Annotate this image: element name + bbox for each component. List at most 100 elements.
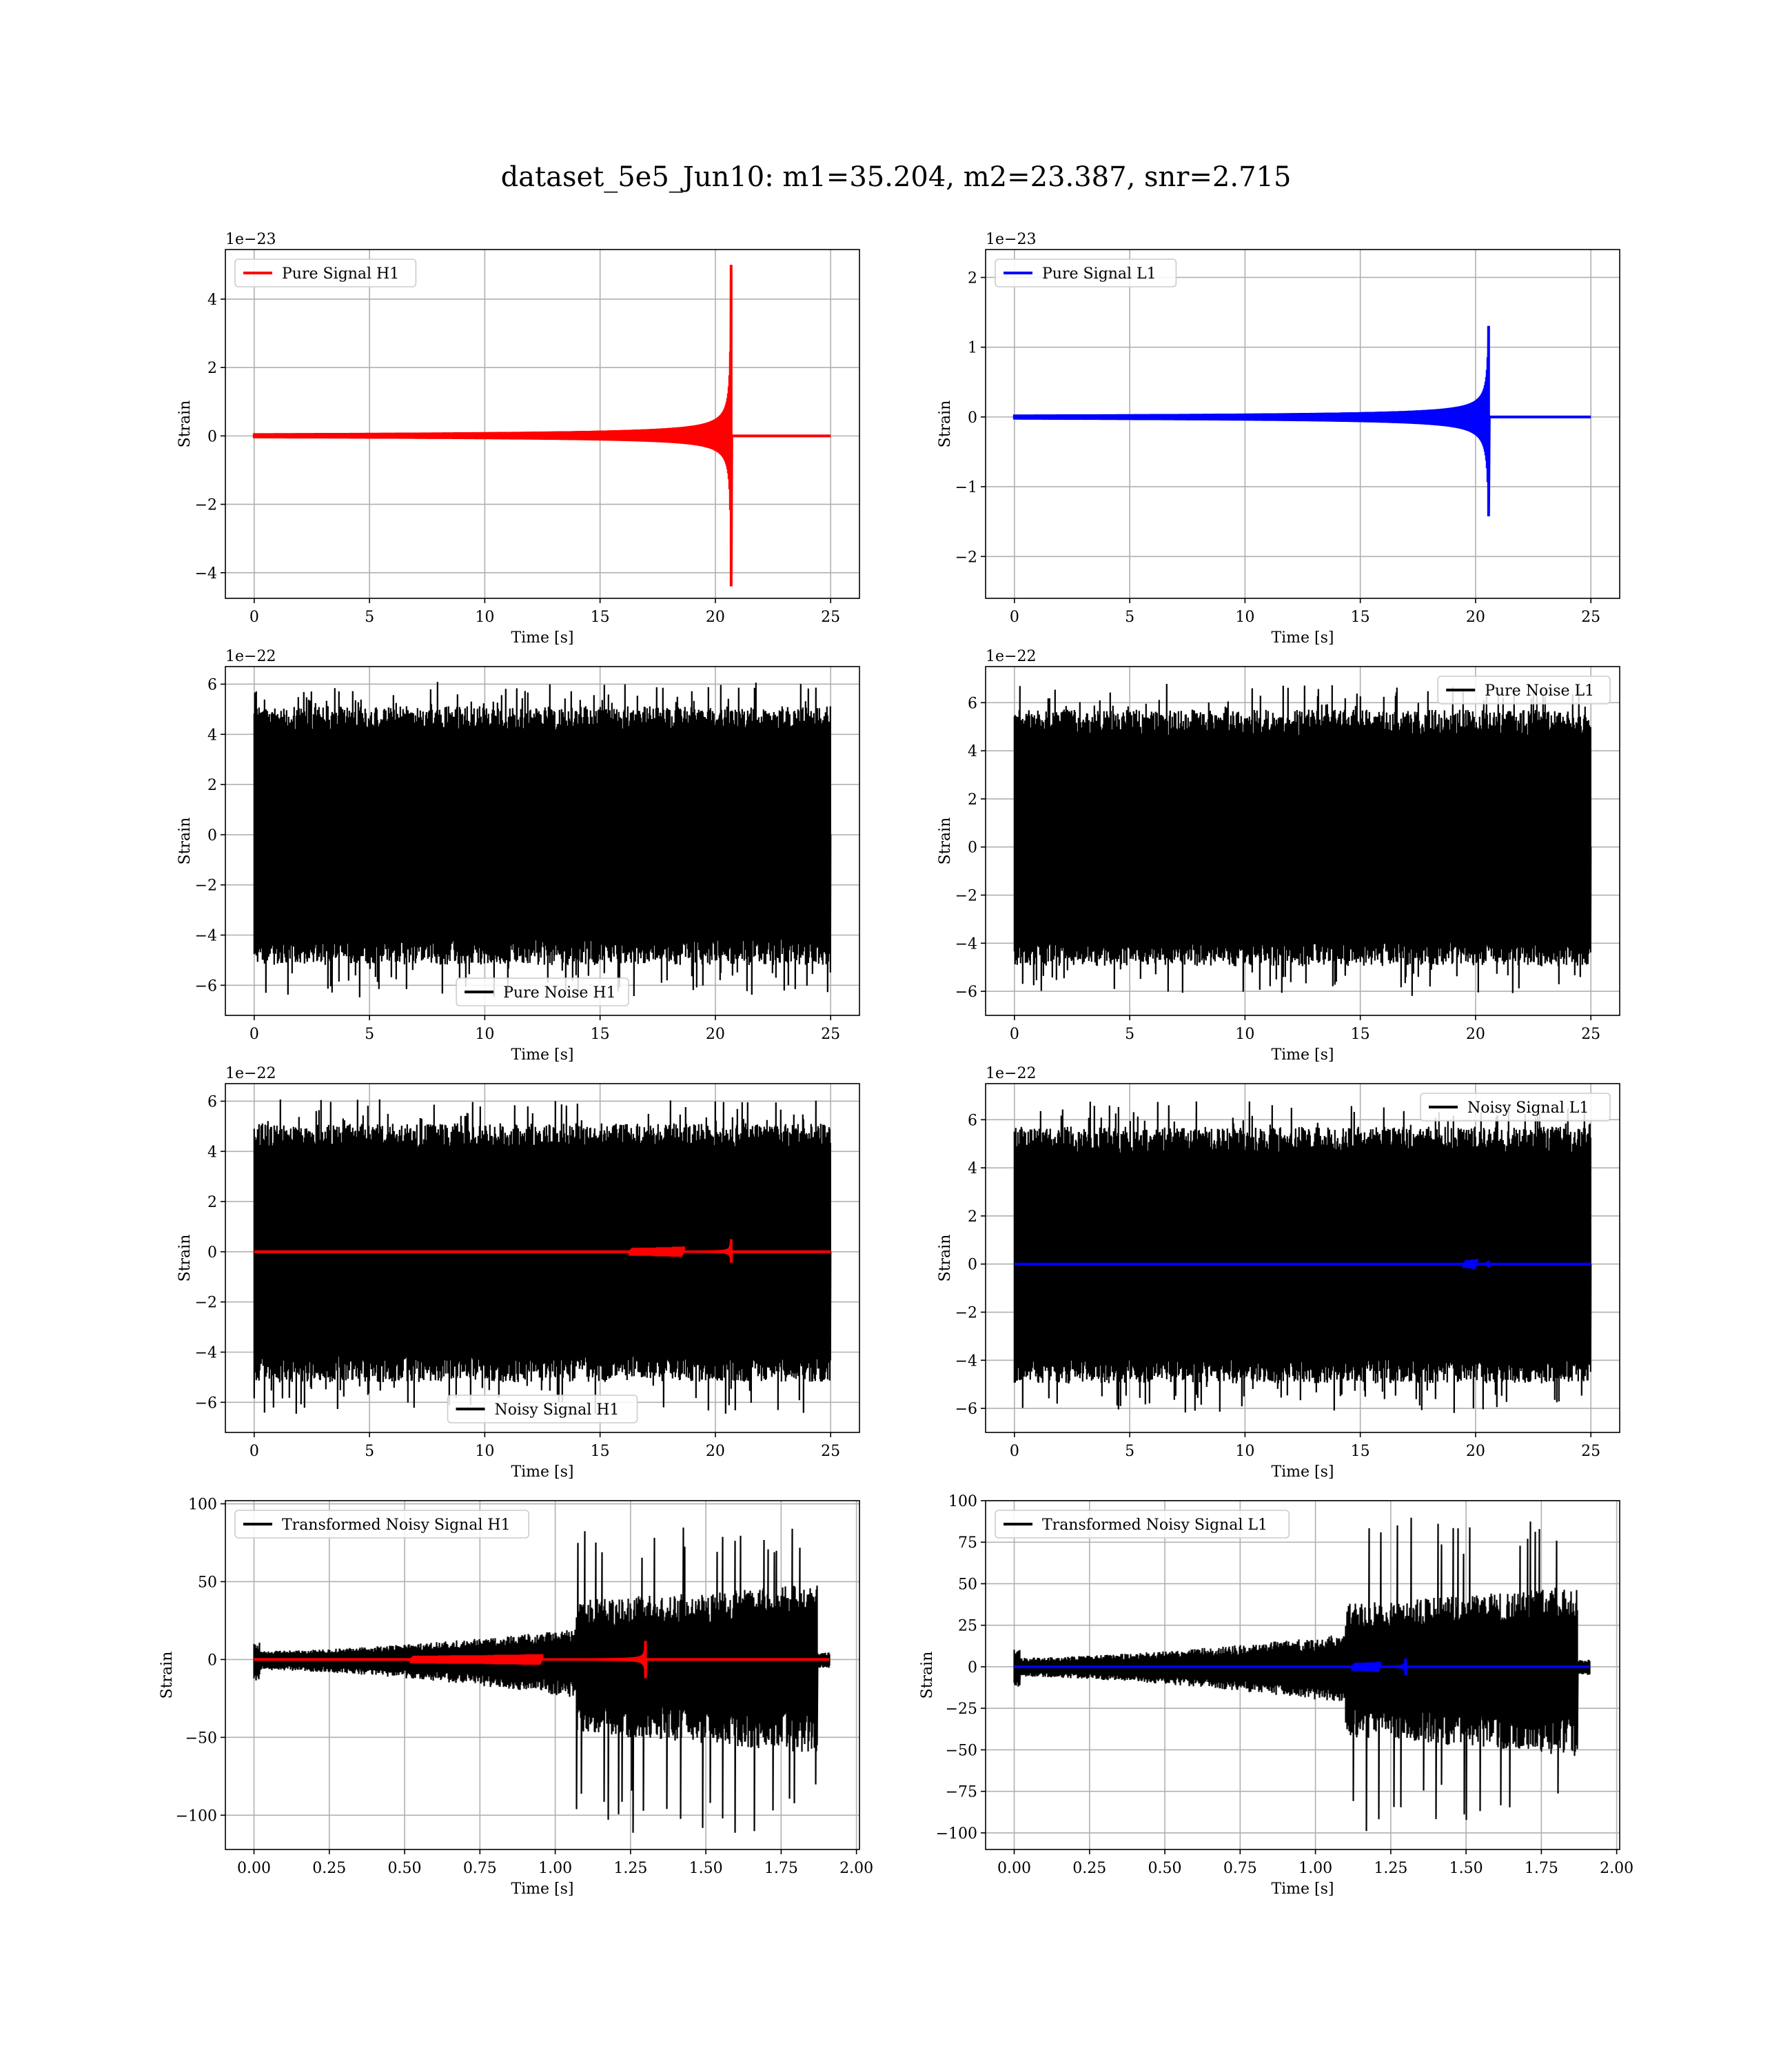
y-tick-label: −100 xyxy=(176,1807,217,1825)
x-tick-label: 25 xyxy=(821,1026,840,1043)
x-axis-label: Time [s] xyxy=(1271,1881,1334,1898)
legend-label: Pure Noise H1 xyxy=(503,984,616,1002)
x-tick-label: 20 xyxy=(1466,1026,1485,1043)
x-tick-label: 25 xyxy=(1581,1026,1600,1043)
y-tick-label: 25 xyxy=(958,1618,977,1635)
x-tick-label: 1.75 xyxy=(1525,1860,1558,1877)
x-tick-label: 1.25 xyxy=(613,1860,647,1877)
y-tick-label: 100 xyxy=(188,1497,217,1514)
y-tick-label: −4 xyxy=(955,1352,977,1370)
offset-text: 1e−22 xyxy=(986,648,1036,665)
x-tick-label: 20 xyxy=(706,609,725,626)
x-axis-label: Time [s] xyxy=(1271,1463,1334,1481)
y-axis-label: Strain xyxy=(176,818,194,865)
legend-label: Noisy Signal L1 xyxy=(1467,1099,1589,1117)
x-tick-label: 1.00 xyxy=(1299,1860,1332,1877)
offset-text: 1e−22 xyxy=(225,1065,276,1082)
legend-label: Transformed Noisy Signal H1 xyxy=(282,1517,511,1534)
offset-text: 1e−23 xyxy=(225,231,276,248)
legend: Pure Signal L1 xyxy=(995,258,1177,287)
series-line-pure-signal-l1 xyxy=(1012,325,1591,517)
y-tick-label: 1 xyxy=(968,340,977,357)
x-tick-label: 0.00 xyxy=(997,1860,1031,1877)
y-tick-label: −50 xyxy=(946,1742,977,1759)
y-tick-label: −6 xyxy=(195,977,217,995)
legend-box xyxy=(1420,1093,1611,1122)
series-line-pure-signal-h1 xyxy=(252,265,831,587)
y-tick-label: −6 xyxy=(955,984,977,1001)
y-axis-label: Strain xyxy=(937,818,954,865)
x-tick-label: 15 xyxy=(1351,1026,1370,1043)
x-tick-label: 20 xyxy=(706,1026,725,1043)
y-axis-label: Strain xyxy=(176,401,194,448)
x-tick-label: 10 xyxy=(475,1443,494,1460)
y-tick-label: 0 xyxy=(207,827,217,844)
y-tick-label: 6 xyxy=(207,1093,217,1111)
x-tick-label: 15 xyxy=(591,1026,610,1043)
x-tick-label: 10 xyxy=(1235,609,1254,626)
legend-label: Pure Signal H1 xyxy=(282,265,399,283)
legend-box xyxy=(995,258,1177,287)
y-tick-label: 4 xyxy=(207,1144,217,1161)
figure-title: dataset_5e5_Jun10: m1=35.204, m2=23.387,… xyxy=(501,161,1292,193)
x-tick-label: 20 xyxy=(706,1443,725,1460)
y-tick-label: −2 xyxy=(195,878,217,895)
y-tick-label: 50 xyxy=(198,1574,217,1591)
y-axis-label: Strain xyxy=(919,1652,936,1699)
legend-label: Transformed Noisy Signal L1 xyxy=(1042,1517,1267,1534)
y-tick-label: −2 xyxy=(195,497,217,514)
series-line-transformed-noisy-signal-l1 xyxy=(1013,1517,1591,1832)
legend: Noisy Signal H1 xyxy=(447,1395,638,1423)
x-tick-label: 5 xyxy=(365,1443,374,1460)
y-tick-label: −4 xyxy=(955,935,977,953)
x-tick-label: 25 xyxy=(821,609,840,626)
x-tick-label: 15 xyxy=(1351,1443,1370,1460)
x-tick-label: 5 xyxy=(1125,1026,1134,1043)
y-tick-label: −6 xyxy=(955,1401,977,1418)
y-tick-label: −6 xyxy=(195,1395,217,1412)
y-tick-label: −75 xyxy=(946,1784,977,1801)
y-tick-label: 100 xyxy=(948,1493,977,1510)
axes-frame xyxy=(225,1083,860,1433)
y-tick-label: 50 xyxy=(958,1576,977,1593)
subplot-pure-signal-h1: 0 5 10 15 20 25 −4 −2 0 2 4 Time [s] Strain 1e−23 Pure… xyxy=(176,231,860,647)
x-tick-label: 15 xyxy=(591,609,610,626)
x-tick-label: 5 xyxy=(1125,609,1134,626)
y-tick-label: 0 xyxy=(207,1244,217,1261)
x-tick-label: 1.00 xyxy=(538,1860,572,1877)
series-line-noisy-signal-h1 xyxy=(253,1099,832,1415)
series-line-pure-noise-h1 xyxy=(253,682,832,997)
subplot-pure-noise-l1: 0 5 10 15 20 25 −6 −4 −2 0 2 4 6 Time [s] Strain 1e−22 P… xyxy=(937,648,1620,1064)
axes-frame xyxy=(225,666,860,1016)
y-tick-label: 2 xyxy=(207,777,217,794)
x-tick-label: 0 xyxy=(1010,1443,1019,1460)
x-tick-label: 0.75 xyxy=(463,1860,497,1877)
x-tick-label: 20 xyxy=(1466,609,1485,626)
y-tick-label: −2 xyxy=(195,1295,217,1312)
x-tick-label: 25 xyxy=(1581,609,1600,626)
y-tick-label: 0 xyxy=(968,409,977,427)
y-tick-label: 2 xyxy=(968,270,977,287)
x-tick-label: 10 xyxy=(475,609,494,626)
x-tick-label: 5 xyxy=(365,1026,374,1043)
legend: Noisy Signal L1 xyxy=(1420,1093,1611,1122)
y-tick-label: 0 xyxy=(207,1652,217,1669)
y-tick-label: −4 xyxy=(195,1345,217,1362)
legend-label: Noisy Signal H1 xyxy=(495,1401,620,1419)
offset-text: 1e−23 xyxy=(986,231,1036,248)
y-tick-label: −50 xyxy=(185,1730,217,1747)
y-tick-label: 2 xyxy=(968,1208,977,1226)
x-axis-label: Time [s] xyxy=(511,1881,573,1898)
y-tick-label: −100 xyxy=(936,1825,977,1843)
x-tick-label: 15 xyxy=(1351,609,1370,626)
legend: Pure Noise L1 xyxy=(1437,676,1611,704)
x-tick-label: 5 xyxy=(365,609,374,626)
series-line-pure-noise-l1 xyxy=(1013,684,1592,996)
series-line-noisy-signal-l1 xyxy=(1013,1101,1592,1413)
x-tick-label: 0 xyxy=(250,609,259,626)
y-tick-label: 2 xyxy=(968,791,977,809)
x-tick-label: 0 xyxy=(1010,1026,1019,1043)
